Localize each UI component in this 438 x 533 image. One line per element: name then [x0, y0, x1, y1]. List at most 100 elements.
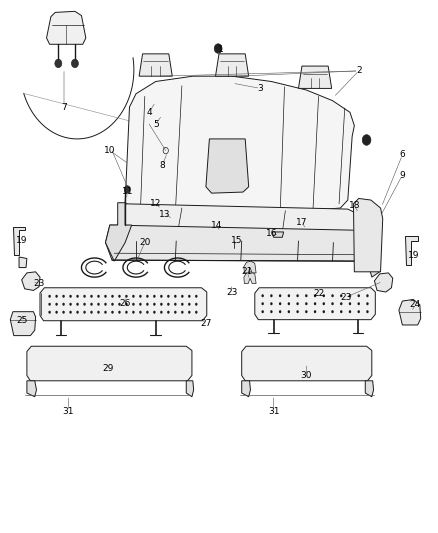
- Circle shape: [83, 311, 86, 314]
- Circle shape: [55, 303, 58, 306]
- Circle shape: [305, 310, 307, 313]
- Circle shape: [167, 303, 170, 306]
- Text: 18: 18: [349, 201, 360, 210]
- Circle shape: [83, 295, 86, 298]
- Text: 21: 21: [242, 268, 253, 276]
- Circle shape: [153, 303, 155, 306]
- Text: 31: 31: [63, 407, 74, 416]
- Circle shape: [340, 302, 343, 305]
- Polygon shape: [242, 346, 372, 381]
- Circle shape: [349, 294, 351, 297]
- Circle shape: [125, 303, 127, 306]
- Circle shape: [90, 303, 93, 306]
- Circle shape: [288, 302, 290, 305]
- Circle shape: [167, 295, 170, 298]
- Text: 1: 1: [218, 45, 224, 54]
- Circle shape: [76, 311, 79, 314]
- Text: 3: 3: [258, 84, 263, 93]
- Circle shape: [297, 294, 299, 297]
- Circle shape: [139, 295, 141, 298]
- Text: 4: 4: [146, 108, 152, 117]
- Circle shape: [174, 303, 177, 306]
- Circle shape: [160, 295, 162, 298]
- Circle shape: [181, 303, 184, 306]
- Circle shape: [357, 221, 378, 248]
- Circle shape: [195, 303, 198, 306]
- Circle shape: [153, 311, 155, 314]
- Polygon shape: [206, 139, 249, 193]
- Circle shape: [160, 311, 162, 314]
- Circle shape: [188, 311, 191, 314]
- Circle shape: [90, 311, 93, 314]
- Text: 9: 9: [399, 171, 405, 180]
- FancyBboxPatch shape: [211, 150, 244, 183]
- Polygon shape: [13, 227, 25, 255]
- Circle shape: [357, 310, 360, 313]
- Polygon shape: [255, 288, 375, 320]
- Text: 16: 16: [265, 229, 277, 238]
- Circle shape: [111, 303, 114, 306]
- Text: 7: 7: [61, 102, 67, 111]
- Circle shape: [146, 303, 148, 306]
- Text: 17: 17: [296, 219, 308, 228]
- Circle shape: [314, 310, 316, 313]
- Circle shape: [214, 44, 222, 53]
- Circle shape: [270, 302, 272, 305]
- Circle shape: [97, 303, 100, 306]
- Text: 5: 5: [153, 119, 159, 128]
- Polygon shape: [244, 272, 256, 284]
- Polygon shape: [399, 300, 421, 325]
- Text: 6: 6: [399, 150, 405, 159]
- Circle shape: [118, 295, 121, 298]
- Circle shape: [146, 311, 148, 314]
- Circle shape: [366, 294, 369, 297]
- Polygon shape: [186, 381, 194, 397]
- Circle shape: [125, 295, 127, 298]
- Circle shape: [261, 302, 264, 305]
- Ellipse shape: [65, 358, 89, 369]
- Circle shape: [188, 295, 191, 298]
- Circle shape: [146, 295, 148, 298]
- Text: 11: 11: [122, 187, 133, 196]
- Circle shape: [62, 311, 65, 314]
- Circle shape: [104, 311, 107, 314]
- Polygon shape: [298, 66, 332, 88]
- Text: 25: 25: [17, 316, 28, 325]
- Circle shape: [331, 302, 334, 305]
- Circle shape: [195, 295, 198, 298]
- Text: 23: 23: [226, 287, 238, 296]
- Circle shape: [195, 311, 198, 314]
- Text: 30: 30: [300, 371, 312, 380]
- Circle shape: [322, 294, 325, 297]
- Circle shape: [297, 302, 299, 305]
- Text: 8: 8: [159, 161, 165, 170]
- Polygon shape: [46, 11, 86, 44]
- Polygon shape: [215, 54, 249, 76]
- Polygon shape: [19, 257, 27, 268]
- Circle shape: [97, 311, 100, 314]
- Circle shape: [232, 245, 237, 251]
- Circle shape: [349, 310, 351, 313]
- Circle shape: [331, 310, 334, 313]
- Circle shape: [48, 303, 51, 306]
- Circle shape: [69, 311, 72, 314]
- Circle shape: [118, 303, 121, 306]
- Circle shape: [111, 295, 114, 298]
- Circle shape: [314, 302, 316, 305]
- Polygon shape: [27, 381, 36, 397]
- Text: 2: 2: [356, 67, 361, 75]
- Circle shape: [76, 303, 79, 306]
- Circle shape: [181, 311, 184, 314]
- Circle shape: [349, 302, 351, 305]
- Polygon shape: [359, 230, 380, 277]
- Ellipse shape: [130, 358, 149, 368]
- Polygon shape: [244, 261, 256, 273]
- Polygon shape: [272, 232, 284, 237]
- Circle shape: [55, 59, 62, 68]
- Polygon shape: [405, 236, 418, 265]
- Circle shape: [125, 311, 127, 314]
- Text: 15: 15: [231, 237, 242, 246]
- Circle shape: [366, 302, 369, 305]
- Circle shape: [124, 185, 131, 193]
- Circle shape: [297, 310, 299, 313]
